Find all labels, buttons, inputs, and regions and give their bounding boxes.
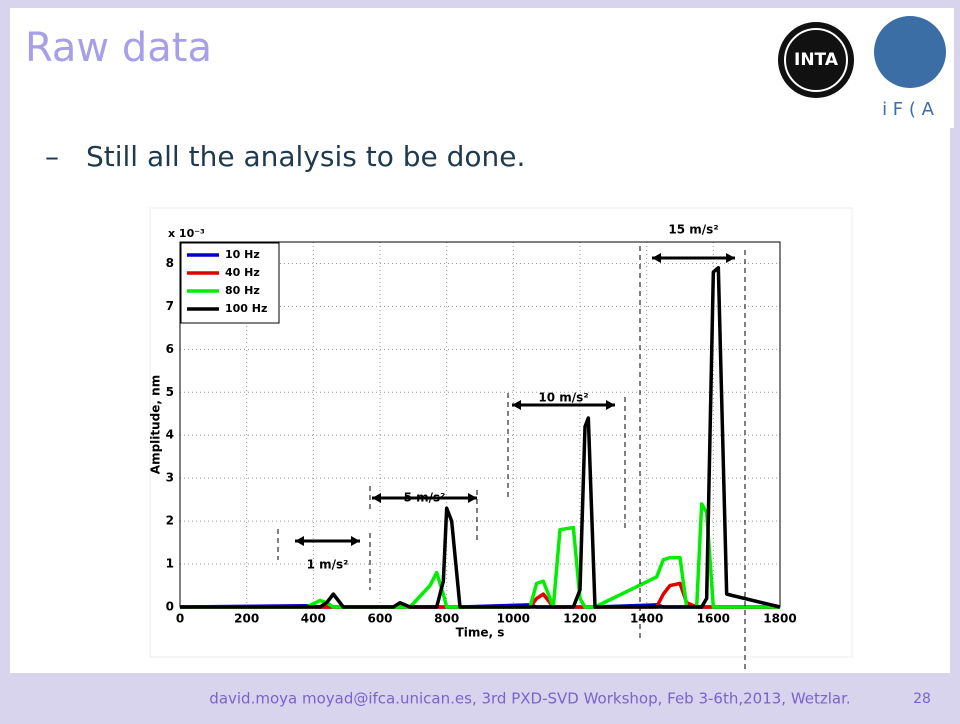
- logo-ring: [784, 28, 848, 92]
- logo-ifca: [874, 16, 946, 88]
- x-tick-label: 1000: [497, 612, 530, 626]
- y-tick-label: 5: [166, 385, 174, 399]
- x-tick-label: 1200: [563, 612, 596, 626]
- y-tick-label: 7: [166, 299, 174, 313]
- x-tick-label: 1600: [697, 612, 730, 626]
- x-axis-label: Time, s: [456, 626, 505, 640]
- footer: david.moya moyad@ifca.unican.es, 3rd PXD…: [209, 690, 850, 708]
- bullet-text: Still all the analysis to be done.: [86, 140, 525, 173]
- annotation: 15 m/s²: [668, 223, 718, 237]
- y-tick-label: 2: [166, 514, 174, 528]
- legend-label: 10 Hz: [225, 248, 260, 261]
- y-tick-label: 8: [166, 256, 174, 270]
- bullet-marker: –: [45, 140, 59, 173]
- x-tick-label: 1800: [763, 612, 796, 626]
- x-tick-label: 200: [234, 612, 259, 626]
- annotation: 10 m/s²: [538, 391, 588, 405]
- arrow-head: [652, 253, 735, 263]
- y-tick-label: 3: [166, 471, 174, 485]
- y-tick-label: 0: [166, 600, 174, 614]
- annotation: 5 m/s²: [404, 491, 446, 505]
- y-tick-label: 4: [166, 428, 174, 442]
- x-tick-label: 400: [301, 612, 326, 626]
- logo-text: INTA: [794, 50, 839, 70]
- annotation: 1 m/s²: [307, 558, 349, 572]
- y-tick-label: 1: [166, 557, 174, 571]
- y-axis-label: Amplitude, nm: [149, 375, 163, 474]
- chart: 0 1 2 3 4 5 6 7 8 0 200 400 600 800 1000 1200 1400 1600 18…: [149, 223, 797, 670]
- y-scale-note: x 10⁻³: [168, 227, 205, 240]
- page-number: 28: [913, 691, 931, 707]
- x-tick-label: 600: [367, 612, 392, 626]
- logo-inta: [778, 22, 854, 98]
- logo-text: i F ( A: [882, 99, 935, 120]
- x-tick-label: 0: [176, 612, 184, 626]
- x-tick-label: 800: [434, 612, 459, 626]
- slide-title: Raw data: [25, 25, 212, 71]
- legend-label: 80 Hz: [225, 284, 260, 297]
- y-tick-label: 6: [166, 342, 174, 356]
- x-tick-label: 1400: [630, 612, 663, 626]
- series-line: [180, 266, 781, 609]
- legend-label: 40 Hz: [225, 266, 260, 279]
- legend-label: 100 Hz: [225, 302, 267, 315]
